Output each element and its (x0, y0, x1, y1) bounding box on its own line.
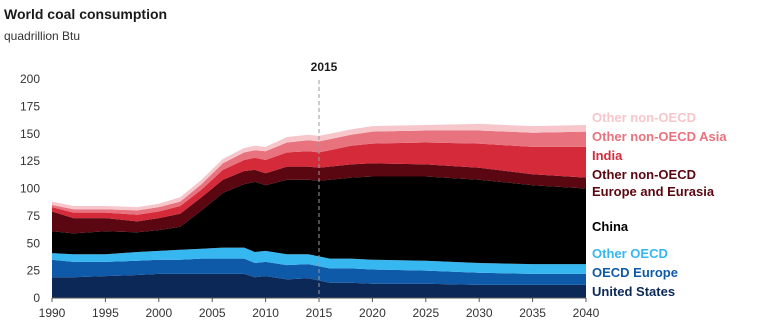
x-tick-label: 1995 (92, 306, 119, 320)
area-other-non-oecd-asia (52, 130, 586, 215)
y-tick-label: 125 (20, 154, 40, 168)
area-other-oecd (52, 247, 586, 274)
legend-label-china: China (592, 219, 629, 234)
x-tick-label: 2040 (573, 306, 600, 320)
legend-label-india: India (592, 148, 623, 163)
legend-label-other-non-oecd-asia: Other non-OECD Asia (592, 129, 727, 144)
y-tick-label: 175 (20, 99, 40, 113)
x-tick-label: 2005 (199, 306, 226, 320)
x-tick-label: 2010 (252, 306, 279, 320)
legend-label-other-non-oecd-europe-and-eurasia: Other non-OECD (592, 167, 696, 182)
x-tick-label: 2000 (145, 306, 172, 320)
x-tick-label: 2035 (519, 306, 546, 320)
y-tick-label: 0 (33, 291, 40, 305)
area-other-non-oecd-europe-and-eurasia (52, 163, 586, 234)
x-tick-label: 2015 (306, 306, 333, 320)
legend-label-other-non-oecd: Other non-OECD (592, 110, 696, 125)
area-india (52, 142, 586, 222)
chart-title: World coal consumption (4, 6, 168, 22)
x-tick-label: 1990 (39, 306, 66, 320)
legend-label-united-states: United States (592, 284, 675, 299)
annotation-layer: 2015 (311, 60, 338, 298)
y-tick-label: 200 (20, 72, 40, 86)
x-tick-label: 2025 (412, 306, 439, 320)
y-tick-label: 25 (27, 264, 41, 278)
legend-label-other-oecd: Other OECD (592, 246, 668, 261)
y-tick-label: 150 (20, 127, 40, 141)
legend-label-other-non-oecd-europe-and-eurasia: Europe and Eurasia (592, 184, 715, 199)
legend: United States OECD Europe Other OECD China O… (592, 110, 727, 299)
x-tick-label: 2030 (466, 306, 493, 320)
y-tick-label: 75 (27, 209, 41, 223)
area-other-non-oecd (52, 123, 586, 211)
x-tick-label: 2020 (359, 306, 386, 320)
y-tick-label: 50 (27, 236, 41, 250)
annotation-label: 2015 (311, 60, 338, 74)
chart-subtitle: quadrillion Btu (4, 29, 81, 43)
legend-label-oecd-europe: OECD Europe (592, 265, 678, 280)
y-tick-label: 100 (20, 182, 40, 196)
axes: 0 25 50 75 100 125 150 175 200 1990 1995 2000 2005 20… (20, 72, 600, 320)
